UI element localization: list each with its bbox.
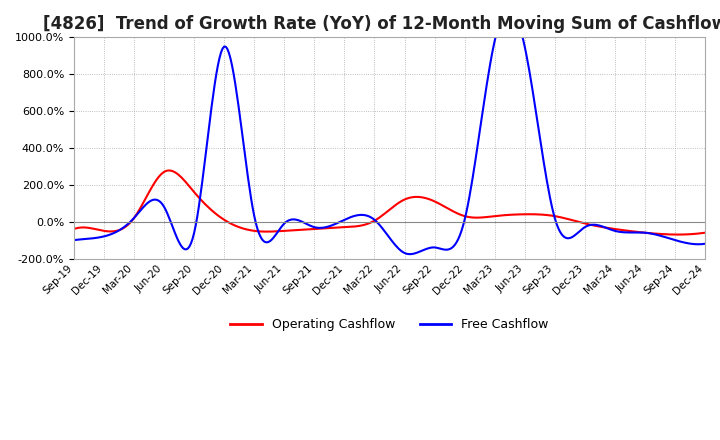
Operating Cashflow [527,212,536,217]
Free Cashflow [70,238,78,243]
Operating Cashflow [674,232,683,237]
Free Cashflow [701,241,709,246]
Legend: Operating Cashflow, Free Cashflow: Operating Cashflow, Free Cashflow [225,313,554,336]
Free Cashflow [505,7,513,12]
Free Cashflow [468,176,477,181]
Operating Cashflow [145,188,154,193]
Free Cashflow [531,108,540,114]
Line: Free Cashflow: Free Cashflow [74,9,705,254]
Free Cashflow [320,225,328,230]
Operating Cashflow [468,215,477,220]
Free Cashflow [275,227,284,232]
Free Cashflow [528,88,537,93]
Line: Operating Cashflow: Operating Cashflow [74,170,705,235]
Operating Cashflow [70,226,78,231]
Free Cashflow [145,198,154,204]
Operating Cashflow [530,212,539,217]
Free Cashflow [405,252,413,257]
Operating Cashflow [276,228,285,234]
Operating Cashflow [165,168,174,173]
Operating Cashflow [321,226,330,231]
Operating Cashflow [701,230,709,235]
Title: [4826]  Trend of Growth Rate (YoY) of 12-Month Moving Sum of Cashflows: [4826] Trend of Growth Rate (YoY) of 12-… [42,15,720,33]
